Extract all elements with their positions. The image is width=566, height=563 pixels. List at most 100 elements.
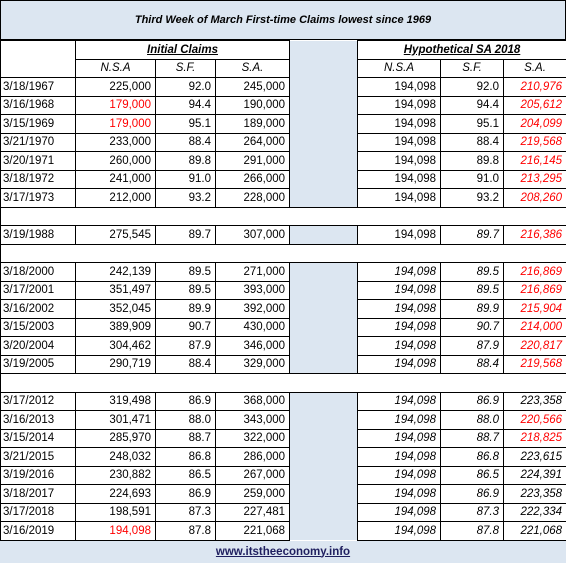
value-cell: 351,497 xyxy=(76,281,156,300)
value-cell: 87.8 xyxy=(156,522,216,541)
value-cell: 204,099 xyxy=(504,115,566,134)
footer-link: www.itstheeconomy.info xyxy=(0,541,566,563)
value-cell: 190,000 xyxy=(216,96,290,115)
value-cell: 88.0 xyxy=(156,411,216,430)
value-cell: 271,000 xyxy=(216,263,290,282)
separator xyxy=(290,355,358,374)
date-cell: 3/17/2012 xyxy=(1,392,76,411)
value-cell: 346,000 xyxy=(216,337,290,356)
separator xyxy=(290,281,358,300)
value-cell: 179,000 xyxy=(76,96,156,115)
separator xyxy=(290,318,358,337)
gap-row xyxy=(1,244,566,263)
value-cell: 89.5 xyxy=(156,263,216,282)
value-cell: 230,882 xyxy=(76,466,156,485)
value-cell: 93.2 xyxy=(441,189,504,208)
value-cell: 352,045 xyxy=(76,300,156,319)
value-cell: 86.5 xyxy=(441,466,504,485)
value-cell: 86.9 xyxy=(441,485,504,504)
column-header: N.S.A xyxy=(76,59,156,78)
column-header: N.S.A xyxy=(358,59,441,78)
value-cell: 221,068 xyxy=(216,522,290,541)
value-cell: 248,032 xyxy=(76,448,156,467)
value-cell: 194,098 xyxy=(358,115,441,134)
value-cell: 87.3 xyxy=(441,503,504,522)
value-cell: 89.8 xyxy=(156,152,216,171)
value-cell: 194,098 xyxy=(358,429,441,448)
date-cell: 3/19/1988 xyxy=(1,226,76,245)
value-cell: 87.9 xyxy=(156,337,216,356)
value-cell: 91.0 xyxy=(441,170,504,189)
value-cell: 392,000 xyxy=(216,300,290,319)
date-cell: 3/18/1972 xyxy=(1,170,76,189)
value-cell: 88.7 xyxy=(156,429,216,448)
date-cell: 3/18/2017 xyxy=(1,485,76,504)
value-cell: 307,000 xyxy=(216,226,290,245)
value-cell: 245,000 xyxy=(216,78,290,97)
value-cell: 198,591 xyxy=(76,503,156,522)
separator xyxy=(290,96,358,115)
date-cell: 3/17/2018 xyxy=(1,503,76,522)
value-cell: 194,098 xyxy=(358,281,441,300)
separator xyxy=(290,503,358,522)
separator xyxy=(290,429,358,448)
column-header: S.A. xyxy=(504,59,566,78)
value-cell: 225,000 xyxy=(76,78,156,97)
value-cell: 86.9 xyxy=(156,485,216,504)
date-cell: 3/21/1970 xyxy=(1,133,76,152)
value-cell: 91.0 xyxy=(156,170,216,189)
gap-cell xyxy=(1,374,566,393)
value-cell: 301,471 xyxy=(76,411,156,430)
separator xyxy=(290,392,358,411)
value-cell: 88.7 xyxy=(441,429,504,448)
value-cell: 90.7 xyxy=(156,318,216,337)
date-cell: 3/21/2015 xyxy=(1,448,76,467)
value-cell: 219,568 xyxy=(504,355,566,374)
date-cell: 3/15/2014 xyxy=(1,429,76,448)
value-cell: 242,139 xyxy=(76,263,156,282)
value-cell: 215,904 xyxy=(504,300,566,319)
value-cell: 88.0 xyxy=(441,411,504,430)
value-cell: 194,098 xyxy=(358,485,441,504)
separator xyxy=(290,300,358,319)
column-header: S.F. xyxy=(441,59,504,78)
value-cell: 89.7 xyxy=(441,226,504,245)
value-cell: 94.4 xyxy=(441,96,504,115)
value-cell: 285,970 xyxy=(76,429,156,448)
value-cell: 86.8 xyxy=(156,448,216,467)
value-cell: 87.3 xyxy=(156,503,216,522)
value-cell: 92.0 xyxy=(156,78,216,97)
value-cell: 218,825 xyxy=(504,429,566,448)
value-cell: 223,358 xyxy=(504,392,566,411)
value-cell: 89.9 xyxy=(156,300,216,319)
value-cell: 89.5 xyxy=(441,281,504,300)
separator xyxy=(290,448,358,467)
value-cell: 208,260 xyxy=(504,189,566,208)
value-cell: 216,869 xyxy=(504,263,566,282)
value-cell: 304,462 xyxy=(76,337,156,356)
value-cell: 89.5 xyxy=(156,281,216,300)
value-cell: 194,098 xyxy=(358,411,441,430)
value-cell: 194,098 xyxy=(358,152,441,171)
value-cell: 291,000 xyxy=(216,152,290,171)
value-cell: 87.9 xyxy=(441,337,504,356)
separator xyxy=(290,189,358,208)
value-cell: 241,000 xyxy=(76,170,156,189)
